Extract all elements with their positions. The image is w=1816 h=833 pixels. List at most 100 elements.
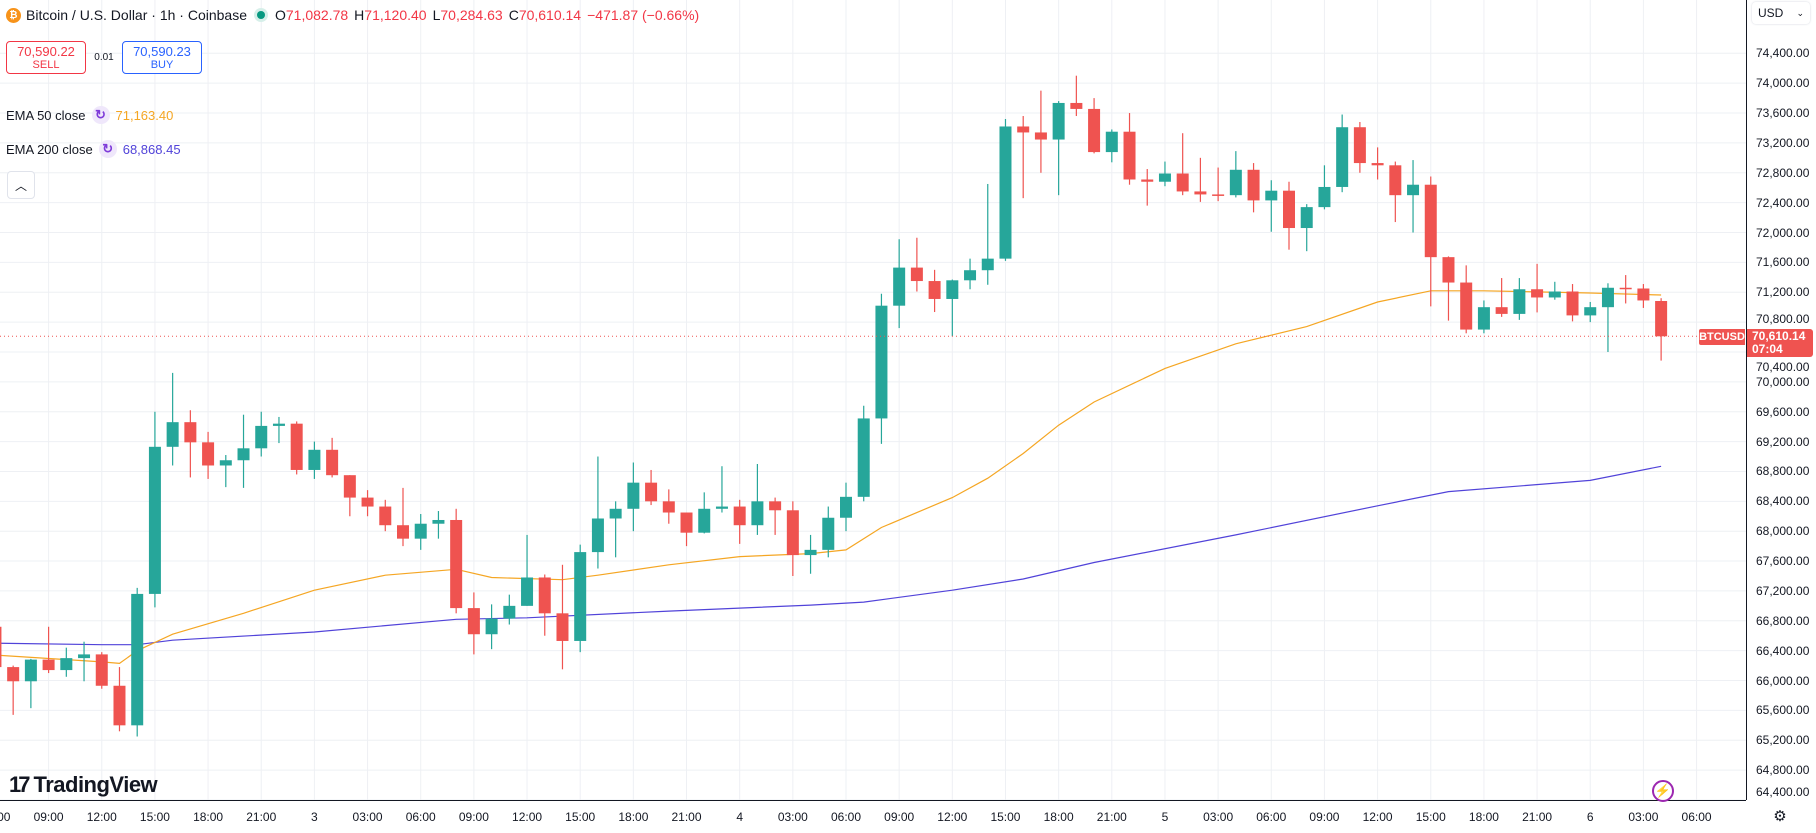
candle-body <box>1158 173 1171 182</box>
price-axis-label: 66,400.00 <box>1756 643 1810 658</box>
candle-down <box>1283 181 1295 250</box>
candle-body <box>1265 190 1278 201</box>
price-axis-label: 70,400.00 <box>1756 360 1810 374</box>
ohlc-key: H <box>354 7 365 23</box>
candle-up <box>521 534 534 606</box>
candle-body <box>1619 287 1632 290</box>
time-axis-label: 18:00 <box>618 810 649 824</box>
candle-down <box>467 592 480 655</box>
candle-down <box>1034 90 1047 173</box>
candle-body <box>1034 132 1047 140</box>
time-axis-label: 21:00 <box>1096 810 1127 824</box>
candle-body <box>893 267 906 306</box>
candle-body <box>450 519 463 609</box>
time-axis-label: 06:00 <box>1681 810 1712 824</box>
candle-body <box>1070 102 1083 109</box>
candle-up <box>414 514 427 550</box>
price-axis-label: 65,200.00 <box>1756 733 1810 748</box>
candle-body <box>574 552 587 641</box>
candle-up <box>804 534 817 574</box>
candle-down <box>1389 161 1402 223</box>
price-axis-label: 72,000.00 <box>1756 225 1810 240</box>
candle-body <box>1637 288 1650 301</box>
candle-down <box>113 667 126 732</box>
tradingview-logo[interactable]: 17 TradingView <box>9 772 158 798</box>
candles <box>0 75 1668 737</box>
candle-up <box>78 641 91 682</box>
candle-down <box>1194 157 1207 202</box>
trade-panel: 70,590.22 SELL 0.01 70,590.23 BUY <box>6 41 202 74</box>
candle-body <box>1424 184 1437 258</box>
candle-body <box>1318 186 1331 208</box>
bar-countdown: 07:04 <box>1752 342 1783 356</box>
candle-up <box>1052 101 1065 196</box>
chart-plot-area[interactable] <box>0 0 1746 800</box>
candle-up <box>485 604 498 650</box>
price-axis-label: 71,600.00 <box>1756 255 1810 270</box>
candle-down <box>645 469 658 506</box>
time-axis-label: 15:00 <box>990 810 1021 824</box>
candle-body <box>1655 300 1668 337</box>
candle-up <box>591 456 604 569</box>
price-axis-label: 73,200.00 <box>1756 135 1810 150</box>
candle-body <box>751 501 764 526</box>
candle-down <box>1371 147 1384 180</box>
candle-body <box>662 501 675 513</box>
ohlc-key: C <box>508 7 519 23</box>
time-axis-label: 03:00 <box>777 810 808 824</box>
candle-down <box>343 475 356 517</box>
sell-price: 70,590.22 <box>17 43 75 59</box>
price-axis-label: 72,400.00 <box>1756 195 1810 210</box>
currency-dropdown[interactable]: USD ⌄ <box>1752 2 1810 24</box>
candle-up <box>1601 283 1614 352</box>
candle-body <box>857 418 870 497</box>
candle-down <box>7 665 20 715</box>
price-change: −471.87 (−0.66%) <box>587 7 700 23</box>
time-axis[interactable]: 06:00 09:00 12:00 15:00 18:00 21:00 3 03:00 06:0… <box>0 800 1746 833</box>
price-axis-label: 66,000.00 <box>1756 673 1810 688</box>
candle-body <box>202 442 215 466</box>
candle-body <box>964 270 977 281</box>
price-axis[interactable] <box>1746 0 1816 800</box>
candle-down <box>1566 284 1579 322</box>
ohlc-close: C70,610.14 <box>509 7 581 23</box>
candle-up <box>946 279 959 337</box>
candle-up <box>1477 300 1490 334</box>
buy-button[interactable]: 70,590.23 BUY <box>122 41 202 74</box>
time-axis-label: 09:00 <box>1309 810 1340 824</box>
candle-down <box>1247 163 1260 213</box>
last-price-tag: 70,610.14 07:04 <box>1747 329 1813 357</box>
price-axis-label: 71,200.00 <box>1756 285 1810 300</box>
candle-body <box>1389 165 1402 196</box>
time-axis-label: 12:00 <box>512 810 543 824</box>
lightning-icon[interactable]: ⚡ <box>1652 780 1674 802</box>
candle-body <box>237 448 250 461</box>
indicator-ema-200[interactable]: EMA 200 close ↻ 68,868.45 <box>6 140 181 158</box>
candle-body <box>1531 289 1544 298</box>
indicator-ema-50[interactable]: EMA 50 close ↻ 71,163.40 <box>6 106 173 124</box>
symbol-title[interactable]: Bitcoin / U.S. Dollar · 1h · Coinbase <box>26 7 247 23</box>
indicator-label: EMA 200 close <box>6 141 93 157</box>
refresh-icon[interactable]: ↻ <box>91 106 110 124</box>
gear-icon[interactable]: ⚙ <box>1773 808 1787 825</box>
candle-body <box>1495 307 1508 314</box>
sell-button[interactable]: 70,590.22 SELL <box>6 41 86 74</box>
time-axis-label: 12:00 <box>937 810 968 824</box>
price-axis-label: 64,800.00 <box>1756 763 1810 778</box>
candle-body <box>397 525 409 539</box>
candle-body <box>1247 169 1260 201</box>
refresh-icon[interactable]: ↻ <box>98 140 117 158</box>
candle-body <box>184 422 197 443</box>
time-axis-label: 09:00 <box>33 810 64 824</box>
candle-down <box>1212 167 1225 202</box>
candle-up <box>1318 165 1331 210</box>
candle-body <box>343 475 356 498</box>
collapse-legend-button[interactable]: ︿ <box>7 171 35 199</box>
candle-body <box>1212 194 1225 196</box>
market-open-status-icon <box>256 11 265 19</box>
candle-body <box>1283 190 1295 229</box>
candle-down <box>1123 113 1136 185</box>
candle-up <box>1336 114 1349 193</box>
candle-body <box>1601 287 1614 308</box>
indicator-value: 68,868.45 <box>122 141 181 157</box>
